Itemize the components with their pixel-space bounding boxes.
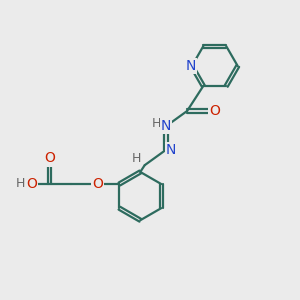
Text: O: O bbox=[44, 152, 55, 165]
Text: O: O bbox=[209, 104, 220, 118]
Text: N: N bbox=[161, 119, 171, 133]
Text: N: N bbox=[166, 143, 176, 157]
Text: O: O bbox=[26, 177, 37, 191]
Text: H: H bbox=[152, 118, 161, 130]
Text: H: H bbox=[132, 152, 141, 165]
Text: O: O bbox=[92, 177, 103, 191]
Text: H: H bbox=[16, 177, 25, 190]
Text: N: N bbox=[185, 59, 196, 73]
